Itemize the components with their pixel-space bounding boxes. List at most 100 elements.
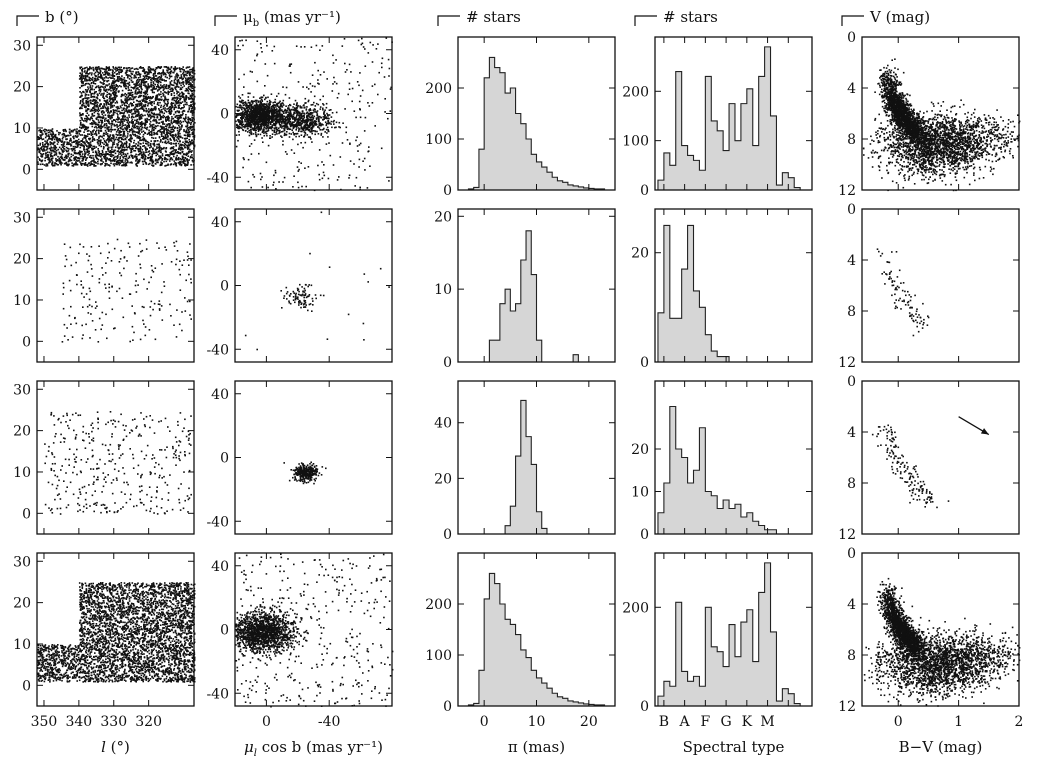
data-point	[172, 91, 174, 93]
data-point	[130, 134, 132, 136]
data-point	[87, 127, 89, 129]
data-point	[86, 157, 88, 159]
data-point	[183, 154, 185, 156]
data-point	[187, 162, 189, 164]
data-point	[149, 119, 151, 121]
data-point	[86, 101, 88, 103]
data-point	[47, 139, 49, 141]
data-point	[165, 85, 167, 87]
data-point	[169, 158, 171, 160]
data-point	[86, 91, 88, 93]
data-point	[110, 105, 112, 107]
data-point	[129, 82, 131, 84]
data-point	[70, 143, 72, 145]
data-point	[56, 147, 58, 149]
data-point	[108, 108, 110, 110]
data-point	[154, 117, 156, 119]
data-point	[106, 80, 108, 82]
data-point	[153, 83, 155, 85]
data-point	[51, 158, 53, 160]
data-point	[152, 96, 154, 98]
data-point	[139, 122, 141, 124]
data-point	[116, 88, 118, 90]
data-point	[241, 113, 243, 115]
data-point	[121, 110, 123, 112]
data-point	[118, 111, 120, 113]
data-point	[175, 127, 177, 129]
data-point	[139, 108, 141, 110]
data-point	[122, 142, 124, 144]
data-point	[119, 121, 121, 123]
data-point	[276, 133, 278, 135]
data-point	[145, 140, 147, 142]
data-point	[63, 143, 65, 145]
data-point	[173, 126, 175, 128]
data-point	[249, 135, 251, 137]
data-point	[87, 130, 89, 132]
data-point	[158, 114, 160, 116]
data-point	[129, 110, 131, 112]
data-point	[171, 153, 173, 155]
data-point	[149, 163, 151, 165]
data-point	[180, 144, 182, 146]
data-point	[157, 89, 159, 91]
data-point	[48, 132, 50, 134]
data-point	[51, 142, 53, 144]
data-point	[113, 109, 115, 111]
data-point	[188, 90, 190, 92]
data-point	[132, 71, 134, 73]
data-point	[59, 138, 61, 140]
data-point	[52, 143, 54, 145]
data-point	[172, 105, 174, 107]
data-point	[121, 69, 123, 71]
data-point	[79, 67, 81, 69]
data-point	[123, 143, 125, 145]
data-point	[181, 164, 183, 166]
data-point	[179, 126, 181, 128]
data-point	[150, 117, 152, 119]
data-point	[85, 138, 87, 140]
data-point	[160, 139, 162, 141]
data-point	[150, 145, 152, 147]
data-point	[144, 122, 146, 124]
data-point	[171, 104, 173, 106]
data-point	[93, 103, 95, 105]
data-point	[92, 137, 94, 139]
data-point	[111, 127, 113, 129]
data-point	[116, 137, 118, 139]
data-point	[48, 129, 50, 131]
data-point	[106, 100, 108, 102]
data-point	[83, 75, 85, 77]
data-point	[134, 68, 136, 70]
data-point	[144, 79, 146, 81]
data-point	[84, 118, 86, 120]
data-point	[44, 144, 46, 146]
data-point	[181, 82, 183, 84]
data-point	[146, 98, 148, 100]
data-point	[175, 135, 177, 137]
data-point	[53, 147, 55, 149]
data-point	[109, 136, 111, 138]
data-point	[161, 105, 163, 107]
data-point	[189, 97, 191, 99]
data-point	[38, 163, 40, 165]
data-point	[138, 71, 140, 73]
data-point	[108, 122, 110, 124]
data-point	[106, 96, 108, 98]
data-point	[166, 116, 168, 118]
data-point	[174, 70, 176, 72]
data-point	[112, 81, 114, 83]
data-point	[247, 128, 249, 130]
data-point	[120, 137, 122, 139]
data-point	[114, 99, 116, 101]
data-point	[126, 101, 128, 103]
data-point	[116, 95, 118, 97]
data-point	[103, 93, 105, 95]
data-point	[117, 160, 119, 162]
data-point	[98, 73, 100, 75]
data-point	[177, 68, 179, 70]
data-point	[98, 107, 100, 109]
data-point	[164, 66, 166, 68]
data-point	[126, 129, 128, 131]
data-point	[102, 150, 104, 152]
